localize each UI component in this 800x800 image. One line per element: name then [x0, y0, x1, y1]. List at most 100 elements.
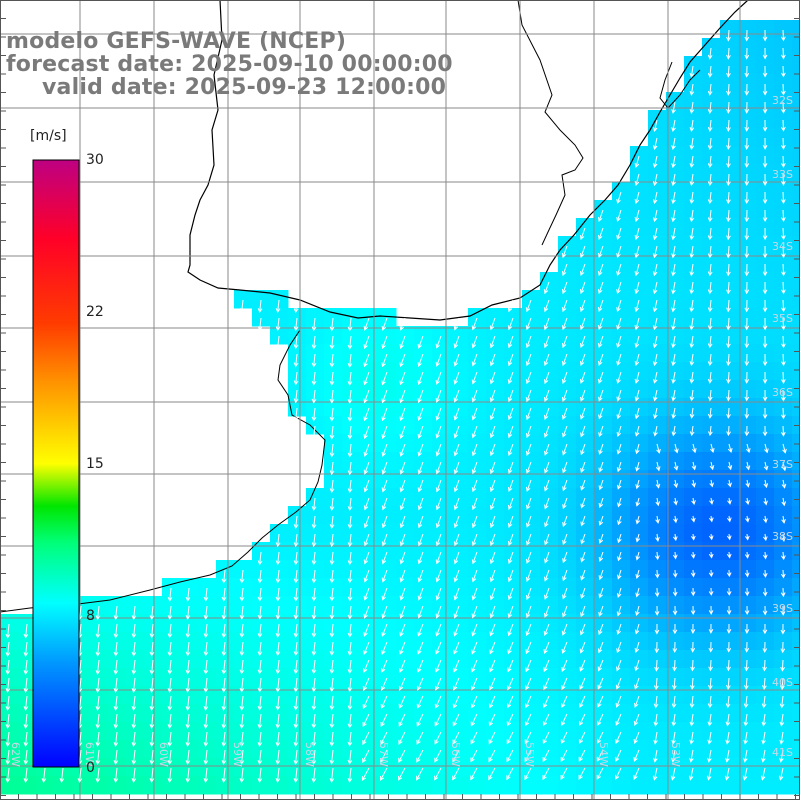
wind-arrow	[525, 353, 532, 367]
wind-arrow	[580, 587, 586, 599]
speed-cell	[666, 164, 685, 183]
speed-cell	[270, 632, 289, 651]
wind-arrow	[399, 605, 406, 619]
speed-cell	[720, 650, 739, 669]
wind-arrow	[381, 587, 388, 601]
speed-cell	[684, 254, 703, 273]
wind-arrow	[471, 461, 478, 475]
wind-arrow	[672, 623, 678, 635]
wind-arrow	[471, 425, 478, 439]
speed-cell	[324, 596, 343, 615]
wind-arrow	[635, 551, 641, 561]
speed-cell	[558, 722, 577, 741]
speed-cell	[360, 470, 379, 489]
wind-arrow	[562, 533, 568, 546]
wind-arrow	[580, 569, 586, 581]
wind-arrow	[23, 623, 29, 639]
wind-arrow	[652, 371, 658, 384]
wind-arrow	[167, 749, 173, 765]
wind-arrow	[616, 371, 622, 384]
wind-arrow	[167, 677, 173, 693]
wind-arrow	[506, 767, 514, 781]
speed-cell	[450, 596, 469, 615]
wind-arrow	[347, 389, 353, 405]
wind-arrow	[311, 335, 317, 350]
wind-arrow	[598, 605, 604, 617]
speed-cell	[414, 470, 433, 489]
wind-arrow	[655, 497, 661, 507]
wind-arrow	[453, 569, 460, 583]
wind-arrow	[507, 389, 514, 403]
wind-arrow	[689, 65, 695, 78]
speed-cell	[756, 308, 775, 327]
wind-arrow	[452, 767, 460, 781]
wind-arrow	[381, 461, 388, 475]
speed-cell	[198, 632, 217, 651]
speed-cell	[738, 632, 757, 651]
wind-arrow	[690, 641, 696, 653]
speed-cell	[792, 74, 800, 93]
speed-cell	[774, 560, 793, 579]
speed-cell	[540, 326, 559, 345]
wind-arrow	[525, 389, 532, 403]
wind-arrow	[293, 641, 299, 657]
speed-cell	[720, 164, 739, 183]
wind-arrow	[489, 461, 496, 475]
wind-arrow	[113, 749, 119, 765]
wind-arrow	[634, 695, 640, 708]
wind-arrow	[580, 461, 586, 473]
speed-cell	[270, 326, 289, 345]
speed-cell	[558, 470, 577, 489]
wind-arrow	[507, 407, 514, 421]
speed-cell	[486, 614, 505, 633]
speed-cell	[612, 416, 631, 435]
speed-cell	[90, 650, 109, 669]
wind-arrow	[598, 497, 604, 509]
speed-cell	[162, 650, 181, 669]
wind-arrow	[762, 119, 768, 132]
speed-cell	[432, 506, 451, 525]
speed-cell	[576, 614, 595, 633]
wind-arrow	[489, 389, 496, 403]
speed-cell	[774, 632, 793, 651]
speed-cell	[504, 650, 523, 669]
speed-cell	[774, 596, 793, 615]
river-estuary-line	[0, 329, 326, 613]
speed-cell	[540, 740, 559, 759]
speed-cell	[684, 614, 703, 633]
wind-arrow	[471, 497, 478, 511]
speed-cell	[504, 362, 523, 381]
speed-cell	[216, 758, 235, 777]
wind-arrow	[95, 659, 101, 675]
speed-cell	[558, 344, 577, 363]
speed-cell	[738, 578, 757, 597]
speed-cell	[504, 326, 523, 345]
wind-arrow	[507, 605, 514, 619]
wind-arrow	[363, 641, 370, 655]
wind-arrow	[329, 461, 335, 476]
wind-arrow	[416, 767, 424, 781]
speed-cell	[630, 506, 649, 525]
speed-cell	[396, 758, 415, 777]
speed-cell	[792, 308, 800, 327]
speed-cell	[450, 344, 469, 363]
map-title: modelo GEFS-WAVE (NCEP)	[6, 29, 347, 54]
speed-cell	[702, 488, 721, 507]
wind-arrow	[221, 623, 227, 639]
wind-arrow	[726, 389, 731, 402]
wind-arrow	[726, 569, 732, 578]
speed-cell	[756, 128, 775, 147]
wind-arrow	[708, 569, 714, 578]
speed-cell	[558, 632, 577, 651]
speed-cell	[306, 362, 325, 381]
wind-arrow	[544, 569, 550, 582]
speed-cell	[756, 56, 775, 75]
speed-cell	[468, 596, 487, 615]
wind-arrow	[764, 443, 769, 454]
wind-arrow	[562, 569, 568, 582]
speed-cell	[450, 668, 469, 687]
speed-cell	[234, 722, 253, 741]
speed-cell	[576, 344, 595, 363]
wind-arrow	[781, 479, 787, 489]
wind-arrow	[381, 659, 388, 673]
